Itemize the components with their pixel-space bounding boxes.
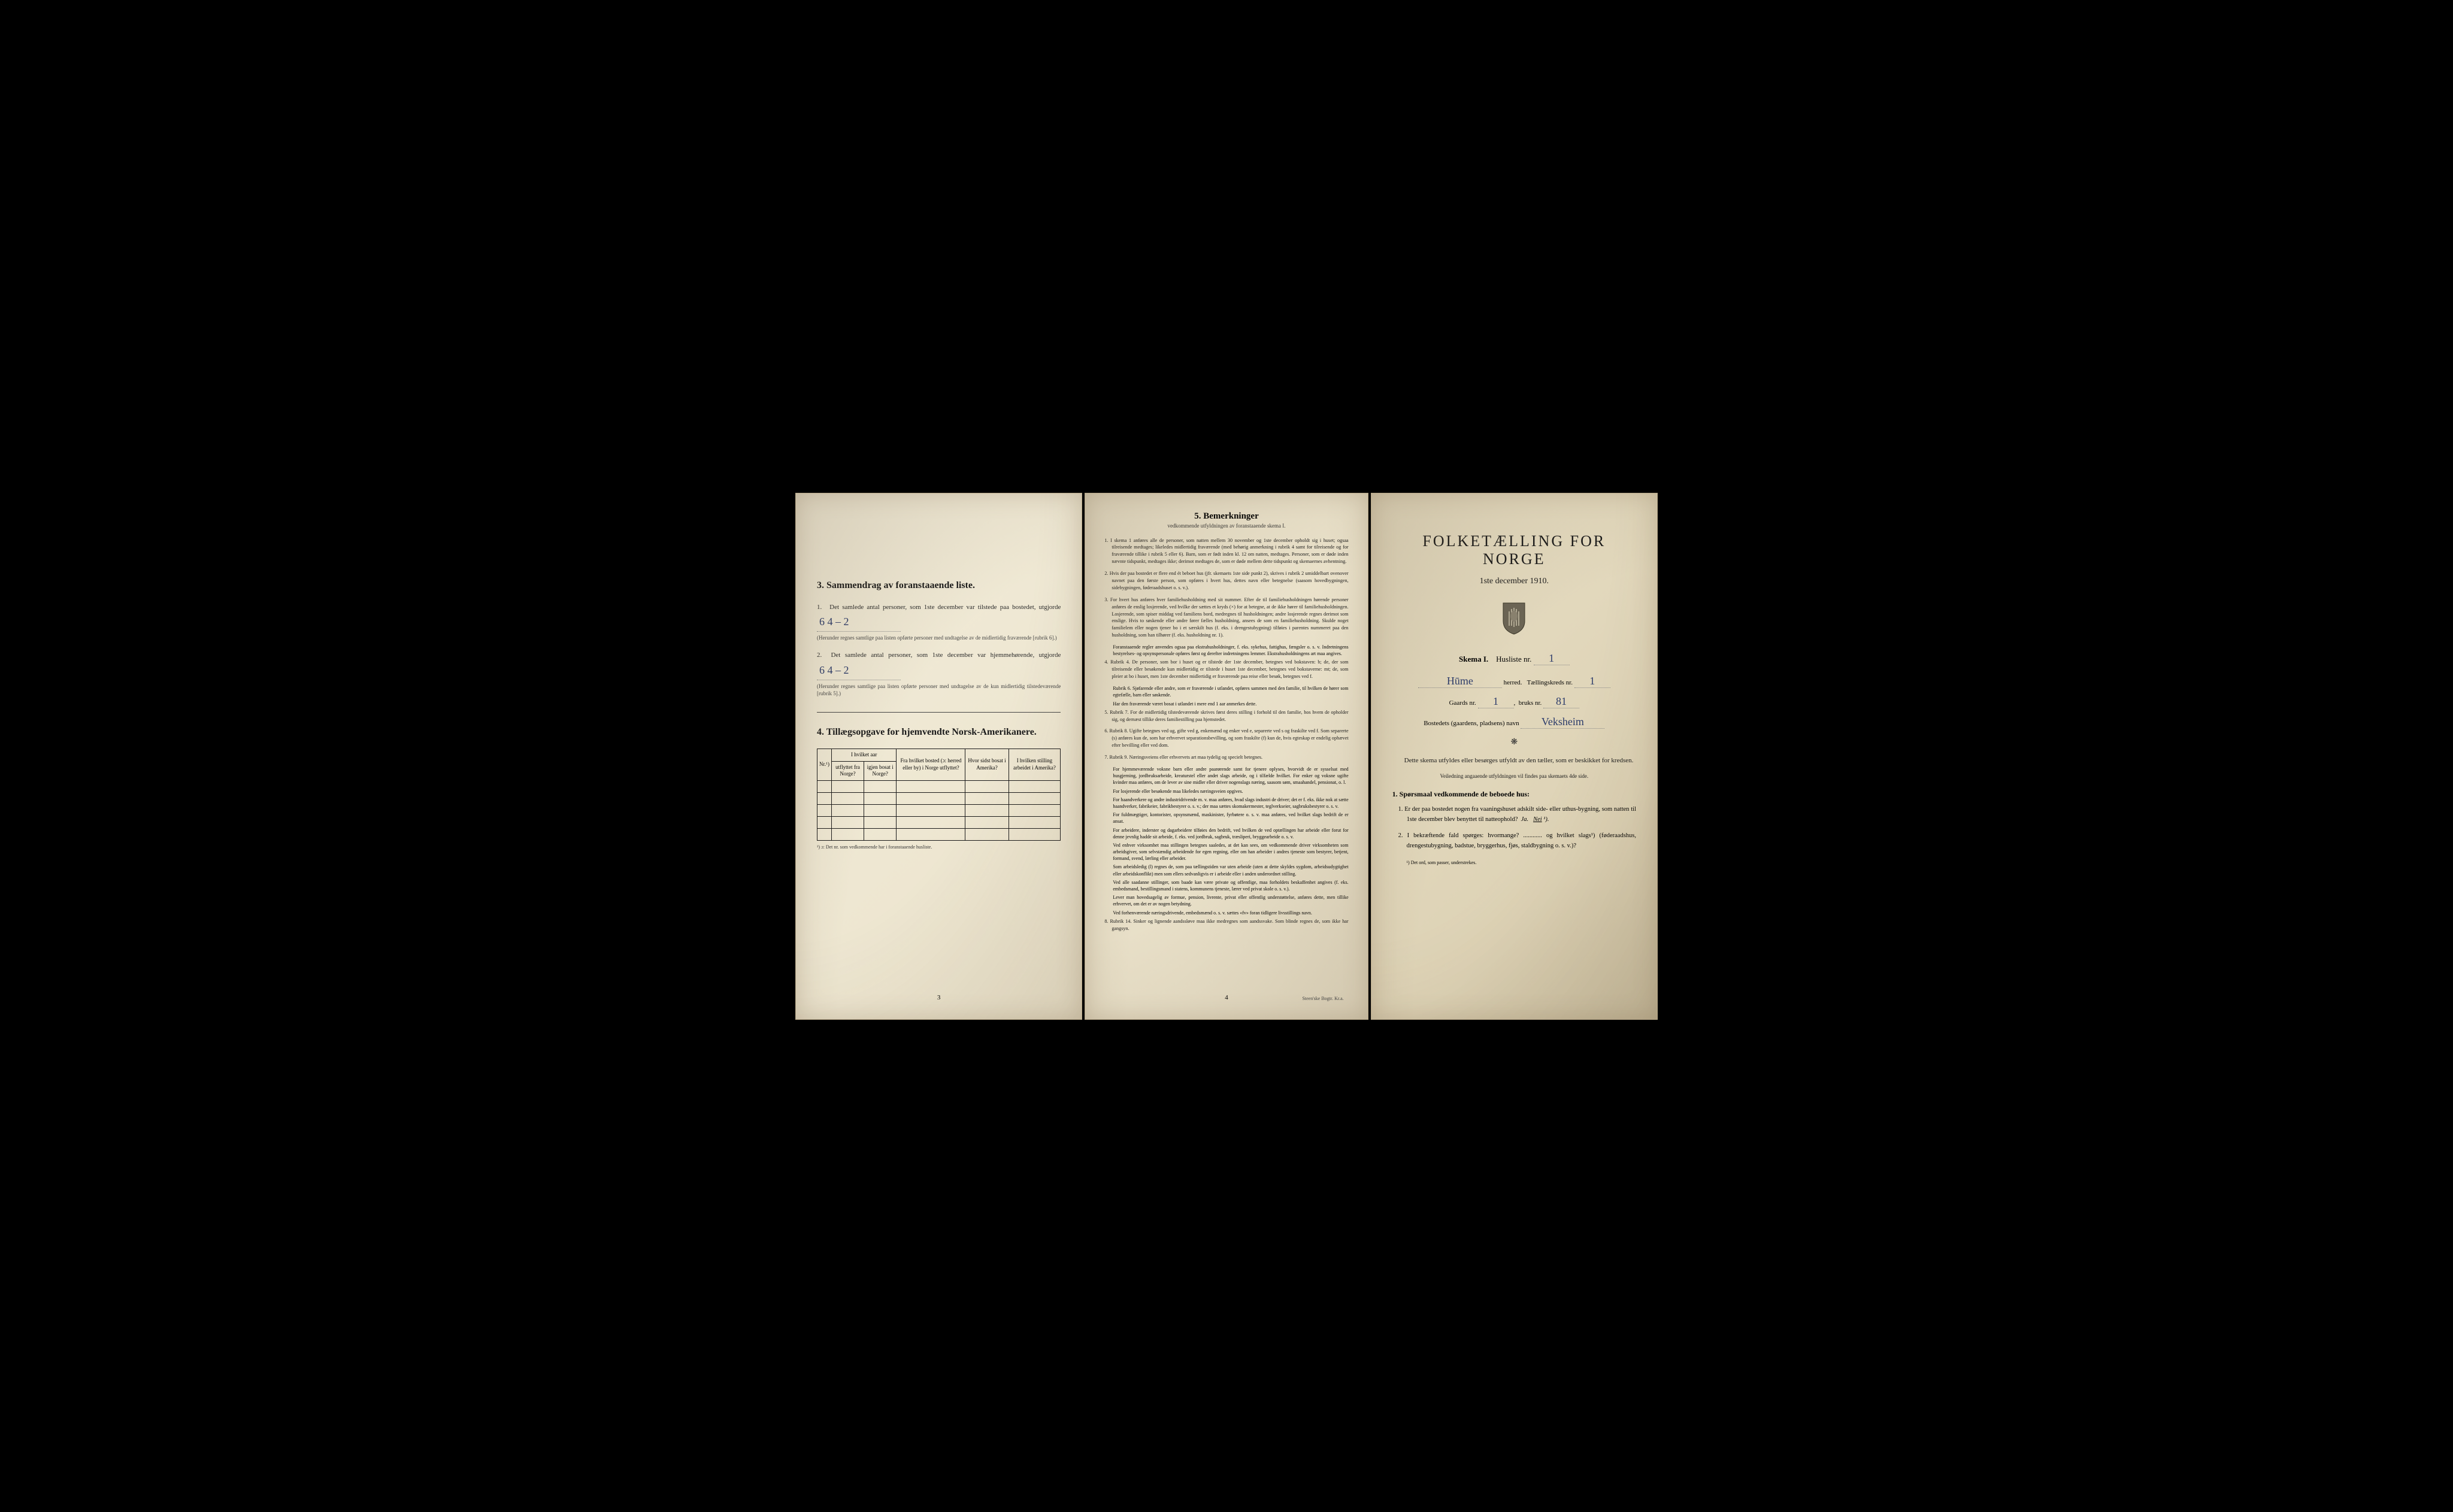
- panel-middle: 5. Bemerkninger vedkommende utfyldningen…: [1085, 493, 1368, 1020]
- remark-7: 7. Rubrik 9. Næringsveiens eller erhverv…: [1104, 754, 1348, 761]
- remark-3-sub: Foranstaaende regler anvendes ogsaa paa …: [1113, 644, 1348, 657]
- item-2: 2. Det samlede antal personer, som 1ste …: [817, 650, 1061, 697]
- remark-7s4: For arbeidere, inderster og dagarbeidere…: [1113, 827, 1348, 840]
- question-title: 1. Spørsmaal vedkommende de beboede hus:: [1392, 790, 1636, 799]
- remark-4-sub1: Rubrik 6. Sjøfarende eller andre, som er…: [1113, 685, 1348, 698]
- remark-7s3: For fuldmægtiger, kontorister, opsynsmæn…: [1113, 811, 1348, 825]
- remark-1: 1. I skema 1 anføres alle de personer, s…: [1104, 537, 1348, 566]
- kreds-value: 1: [1574, 675, 1610, 688]
- table-footnote: ¹) ɔ: Det nr. som vedkommende har i fora…: [817, 844, 1061, 850]
- page-number-2: 4: [1225, 994, 1228, 1001]
- question-1: 1. Er der paa bostedet nogen fra vaaning…: [1392, 805, 1636, 825]
- remark-5: 5. Rubrik 7. For de midlertidig tilstede…: [1104, 709, 1348, 723]
- table-row: [817, 816, 1061, 828]
- item2-text: Det samlede antal personer, som 1ste dec…: [831, 652, 1061, 659]
- remark-2: 2. Hvis der paa bostedet er flere end ét…: [1104, 570, 1348, 592]
- printer-note: Steen'ske Bogtr. Kr.a.: [1302, 996, 1343, 1001]
- husliste-value: 1: [1534, 652, 1570, 665]
- gaard-value: 1: [1478, 695, 1514, 708]
- remarks-subtitle: vedkommende utfyldningen av foranstaaend…: [1104, 523, 1348, 529]
- main-title: FOLKETÆLLING FOR NORGE: [1392, 532, 1636, 568]
- remark-7s8: Lever man hovedsagelig av formue, pensio…: [1113, 894, 1348, 907]
- th-work: I hvilken stilling arbeidet i Amerika?: [1009, 749, 1061, 780]
- emigrant-table: Nr.¹) I hvilket aar Fra hvilket bosted (…: [817, 749, 1061, 841]
- instruction-1: Dette skema utfyldes eller besørges utfy…: [1392, 756, 1636, 766]
- item2-note: (Herunder regnes samtlige paa listen opf…: [817, 683, 1061, 698]
- question-block: 1. Spørsmaal vedkommende de beboede hus:…: [1392, 790, 1636, 865]
- item-1: 1. Det samlede antal personer, som 1ste …: [817, 602, 1061, 642]
- instruction-2: Veiledning angaaende utfyldningen vil fi…: [1392, 772, 1636, 780]
- skema-line: Skema I. Husliste nr. 1: [1392, 652, 1636, 665]
- th-return: igjen bosat i Norge?: [864, 761, 897, 780]
- ornament: ❋: [1392, 737, 1636, 747]
- th-out: utflyttet fra Norge?: [831, 761, 864, 780]
- section4-title: 4. Tillægsopgave for hjemvendte Norsk-Am…: [817, 727, 1061, 738]
- remark-7s2: For haandverkere og andre industridriven…: [1113, 796, 1348, 810]
- bosted-line: Bostedets (gaardens, pladsens) navn Veks…: [1392, 716, 1636, 729]
- remarks-title: 5. Bemerkninger: [1104, 511, 1348, 522]
- section3-title: 3. Sammendrag av foranstaaende liste.: [817, 580, 1061, 591]
- remark-7s6: Som arbeidsledig (l) regnes de, som paa …: [1113, 863, 1348, 877]
- remark-4-sub2: Har den fraværende været bosat i utlande…: [1113, 701, 1348, 707]
- remark-7s0: For hjemmeværende voksne barn eller andr…: [1113, 766, 1348, 786]
- item1-note: (Herunder regnes samtlige paa listen opf…: [817, 634, 1061, 642]
- remark-3: 3. For hvert hus anføres hver familiehus…: [1104, 596, 1348, 639]
- table-row: [817, 780, 1061, 792]
- th-from: Fra hvilket bosted (ɔ: herred eller by) …: [897, 749, 965, 780]
- remark-7s7: Ved alle saadanne stillinger, som baade …: [1113, 879, 1348, 892]
- remark-8: 8. Rubrik 14. Sinker og lignende aandssl…: [1104, 918, 1348, 932]
- remark-7s5: Ved enhver virksomhet maa stillingen bet…: [1113, 842, 1348, 862]
- footnote: ¹) Det ord, som passer, understrekes.: [1392, 860, 1636, 865]
- bosted-value: Veksheim: [1521, 716, 1604, 729]
- separator: [817, 712, 1061, 713]
- panel-left: 3. Sammendrag av foranstaaende liste. 1.…: [795, 493, 1082, 1020]
- coat-of-arms-icon: [1500, 601, 1528, 635]
- th-nr: Nr.¹): [817, 749, 832, 780]
- table-row: [817, 828, 1061, 840]
- gaard-line: Gaards nr. 1, bruks nr. 81: [1392, 695, 1636, 708]
- table-row: [817, 792, 1061, 804]
- item1-value: 6 4 – 2: [817, 613, 901, 632]
- table-row: [817, 804, 1061, 816]
- page-number: 3: [937, 994, 941, 1001]
- th-year: I hvilket aar: [831, 749, 896, 761]
- main-date: 1ste december 1910.: [1392, 577, 1636, 586]
- herred-value: Hūme: [1418, 675, 1502, 688]
- remark-7s9: Ved forhenværende næringsdrivende, embed…: [1113, 910, 1348, 916]
- bruks-value: 81: [1543, 695, 1579, 708]
- question-2: 2. I bekræftende fald spørges: hvormange…: [1392, 831, 1636, 852]
- panel-right: FOLKETÆLLING FOR NORGE 1ste december 191…: [1371, 493, 1658, 1020]
- remark-6: 6. Rubrik 8. Ugifte betegnes ved ug, gif…: [1104, 728, 1348, 749]
- th-where: Hvor sidst bosat i Amerika?: [965, 749, 1009, 780]
- herred-line: Hūme herred. Tællingskreds nr. 1: [1392, 675, 1636, 688]
- remark-7s1: For losjerende eller besøkende maa likel…: [1113, 788, 1348, 795]
- remark-4: 4. Rubrik 4. De personer, som bor i huse…: [1104, 659, 1348, 680]
- item1-text: Det samlede antal personer, som 1ste dec…: [829, 604, 1061, 611]
- item2-value: 6 4 – 2: [817, 661, 901, 680]
